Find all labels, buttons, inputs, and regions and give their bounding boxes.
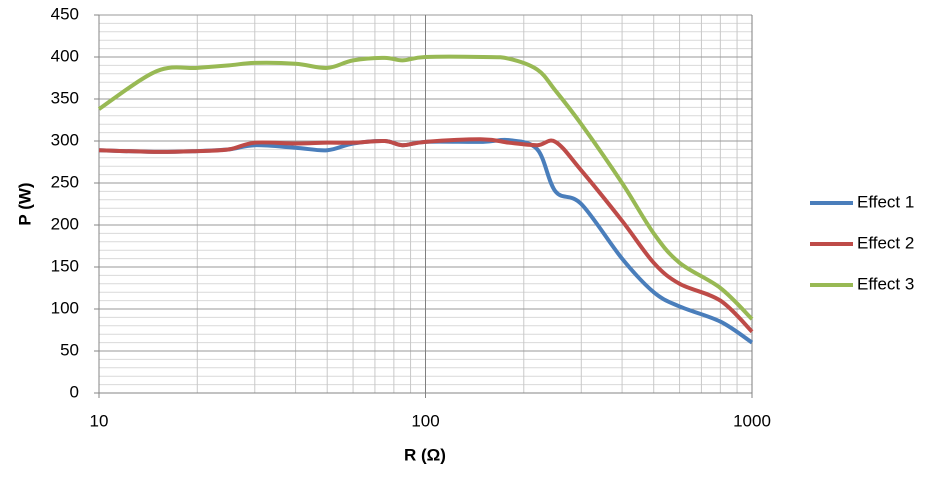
y-tick-label: 0 (70, 382, 79, 401)
x-tick-label: 10 (90, 411, 109, 430)
x-tick-label: 100 (411, 411, 439, 430)
y-tick-label: 200 (51, 214, 79, 233)
series-line (97, 54, 754, 321)
legend-label: Effect 2 (857, 233, 914, 252)
legend-label: Effect 3 (857, 274, 914, 293)
y-tick-label: 50 (60, 340, 79, 359)
legend-label: Effect 1 (857, 192, 914, 211)
y-tick-label: 350 (51, 88, 79, 107)
y-tick-label: 150 (51, 256, 79, 275)
y-tick-label: 100 (51, 298, 79, 317)
x-tick-label: 1000 (733, 411, 771, 430)
x-axis-title: R (Ω) (404, 445, 446, 464)
y-axis-title: P (W) (15, 182, 34, 225)
y-tick-label: 450 (51, 4, 79, 23)
series-line (98, 137, 754, 334)
y-tick-label: 400 (51, 46, 79, 65)
y-tick-label: 250 (51, 172, 79, 191)
y-tick-label: 300 (51, 130, 79, 149)
